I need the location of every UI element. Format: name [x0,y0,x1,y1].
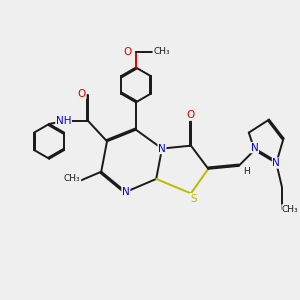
Text: N: N [158,144,166,154]
Text: CH₃: CH₃ [153,47,170,56]
Text: N: N [251,143,259,153]
Text: N: N [122,187,130,197]
Text: O: O [78,88,86,99]
Text: O: O [124,46,132,57]
Text: NH: NH [56,116,71,126]
Text: H: H [243,167,250,176]
Text: N: N [272,158,280,168]
Text: CH₃: CH₃ [64,174,81,183]
Text: CH₃: CH₃ [282,205,298,214]
Text: O: O [187,110,195,120]
Text: S: S [190,194,196,204]
